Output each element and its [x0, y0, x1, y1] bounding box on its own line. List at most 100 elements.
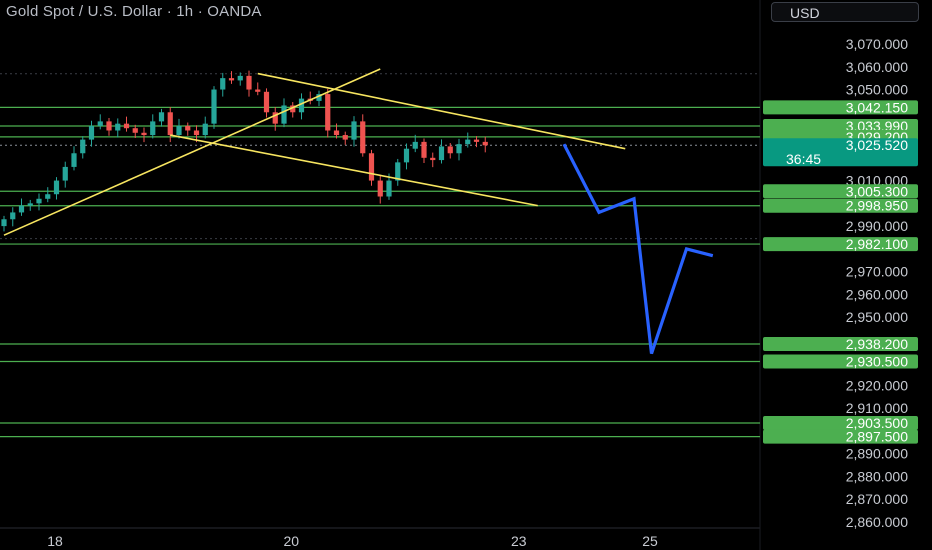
- candle-body: [228, 78, 235, 81]
- level-tag-label: 3,005.300: [846, 183, 908, 199]
- trendline: [170, 134, 538, 207]
- candle-body: [53, 180, 60, 195]
- candle-body: [456, 144, 462, 154]
- price-tick-label: 2,970.000: [846, 264, 908, 280]
- candle-body: [10, 212, 16, 220]
- projection-path: [562, 143, 714, 355]
- candle-body: [290, 105, 296, 113]
- price-tick-label: 3,060.000: [846, 59, 908, 75]
- projection-line: [562, 143, 714, 355]
- candle-body: [88, 125, 95, 140]
- candle-body: [430, 157, 436, 161]
- candle-body: [298, 98, 305, 113]
- price-tick-label: 3,050.000: [846, 82, 908, 98]
- price-tick-label: 2,880.000: [846, 468, 908, 484]
- candle-body: [368, 153, 375, 181]
- candle-body: [18, 205, 25, 213]
- time-tick-label: 23: [511, 533, 527, 549]
- candle-body: [482, 141, 488, 146]
- price-tick-label: 3,070.000: [846, 36, 908, 52]
- price-tick-label: 2,950.000: [846, 309, 908, 325]
- price-tick-label: 2,990.000: [846, 218, 908, 234]
- candle-body: [27, 203, 33, 206]
- last-price-label: 3,025.520: [846, 137, 908, 153]
- price-tick-label: 2,910.000: [846, 400, 908, 416]
- trendline: [257, 72, 626, 150]
- candle-body: [421, 141, 427, 158]
- candle-body: [360, 121, 366, 154]
- level-tag: [763, 198, 918, 213]
- candle-body: [246, 75, 252, 90]
- candle-body: [123, 123, 130, 129]
- price-tick-label: 2,870.000: [846, 491, 908, 507]
- level-tag: [763, 184, 918, 199]
- level-tag: [763, 118, 918, 133]
- horizontal-levels: [0, 106, 760, 438]
- candle-body: [211, 89, 217, 124]
- level-tag: [763, 354, 918, 369]
- level-tag-label: 2,938.200: [846, 336, 908, 352]
- time-axis: 18 20 23 25: [47, 533, 658, 549]
- candle-body: [158, 112, 165, 122]
- candle-body: [272, 112, 278, 124]
- candle-body: [447, 146, 453, 154]
- candle-body: [45, 194, 51, 199]
- trendlines: [3, 68, 626, 236]
- candle-body: [438, 146, 445, 161]
- candle-body: [386, 180, 392, 197]
- candle-body: [97, 121, 103, 126]
- candle-body: [377, 180, 383, 197]
- level-tag: [763, 337, 918, 352]
- candle-body: [403, 148, 410, 163]
- candle-body: [325, 94, 331, 131]
- candle-body: [342, 135, 348, 140]
- candle-body: [465, 139, 471, 145]
- candle-body: [62, 166, 68, 181]
- price-tick-label: 2,920.000: [846, 377, 908, 393]
- level-tags: 3,042.1503,033.9903,029.2003,005.3002,99…: [763, 99, 918, 445]
- candle-body: [1, 219, 7, 227]
- level-tag: [763, 100, 918, 115]
- level-tag-label: 2,897.500: [846, 429, 908, 445]
- candle-body: [255, 89, 261, 92]
- candle-body: [333, 130, 340, 136]
- candle-body: [115, 123, 121, 131]
- level-tag-label: 2,998.950: [846, 198, 908, 214]
- level-tag: [763, 415, 918, 430]
- level-tag: [763, 429, 918, 444]
- price-tick-label: 2,860.000: [846, 514, 908, 530]
- level-tag-label: 2,903.500: [846, 415, 908, 431]
- level-tag-label: 3,042.150: [846, 99, 908, 115]
- trendline: [3, 68, 381, 236]
- candle-body: [71, 153, 77, 167]
- level-tag: [763, 237, 918, 252]
- level-tag-label: 2,982.100: [846, 236, 908, 252]
- time-tick-label: 25: [642, 533, 658, 549]
- candle-body: [473, 139, 480, 142]
- grid-layer: [0, 0, 761, 550]
- time-tick-label: 18: [47, 533, 63, 549]
- candle-body: [80, 139, 86, 154]
- candle-body: [412, 141, 418, 149]
- candle-body: [141, 132, 147, 136]
- time-tick-label: 20: [283, 533, 299, 549]
- candle-body: [132, 128, 138, 133]
- candle-body: [237, 75, 243, 81]
- currency-selector[interactable]: USD: [771, 2, 919, 22]
- price-axis: 3,070.0003,060.0003,050.0003,010.0002,99…: [846, 36, 908, 530]
- candle-body: [185, 125, 191, 131]
- candle-body: [351, 121, 357, 140]
- countdown-label: 36:45: [786, 151, 821, 167]
- candlestick-series: [1, 70, 488, 232]
- price-tick-label: 2,960.000: [846, 286, 908, 302]
- candle-body: [220, 78, 226, 90]
- candle-body: [281, 105, 287, 124]
- candle-body: [395, 162, 401, 181]
- level-tag-label: 2,930.500: [846, 354, 908, 370]
- candle-body: [36, 198, 42, 204]
- candle-body: [176, 125, 182, 136]
- price-tick-label: 2,890.000: [846, 446, 908, 462]
- chart-title: Gold Spot / U.S. Dollar · 1h · OANDA: [6, 3, 262, 20]
- candle-body: [263, 91, 270, 113]
